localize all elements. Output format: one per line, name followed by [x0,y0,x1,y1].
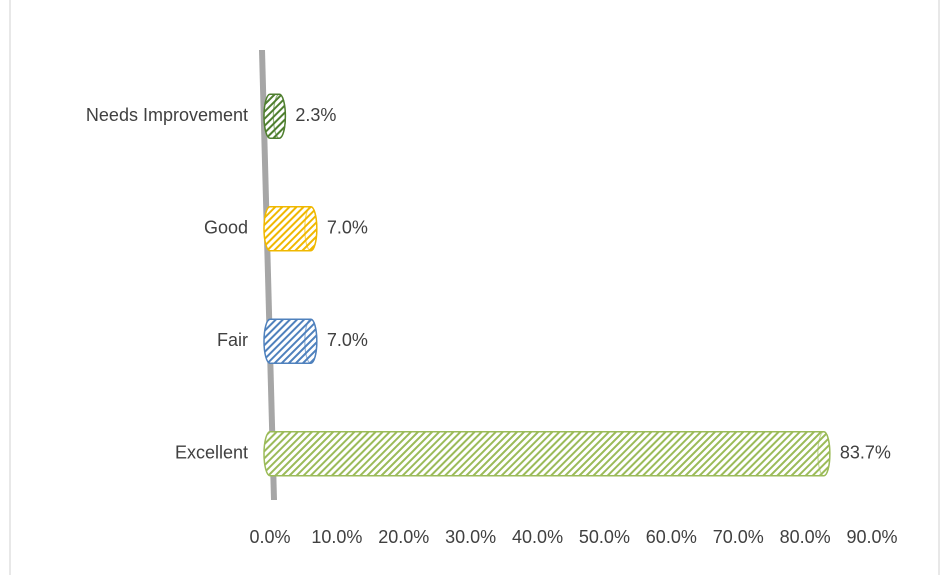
x-tick-label: 40.0% [512,527,563,547]
y-tick-label: Excellent [175,443,248,463]
bar [263,431,831,477]
x-tick-label: 50.0% [579,527,630,547]
bar [263,206,318,252]
x-tick-label: 10.0% [311,527,362,547]
data-label: 7.0% [327,218,368,238]
axis-wall [259,50,277,500]
x-tick-label: 0.0% [249,527,290,547]
bar-cap [304,206,318,252]
y-tick-label: Good [204,218,248,238]
x-tick-label: 30.0% [445,527,496,547]
bar-cap [272,93,286,139]
x-tick-label: 70.0% [713,527,764,547]
data-label: 7.0% [327,330,368,350]
bar-cap [304,318,318,364]
bar [263,318,318,364]
x-tick-label: 80.0% [780,527,831,547]
y-tick-label: Needs Improvement [86,105,248,125]
data-label: 83.7% [840,443,891,463]
y-tick-label: Fair [217,330,248,350]
data-label: 2.3% [295,105,336,125]
chart-border [9,0,940,575]
bar-cap [817,431,831,477]
x-tick-label: 60.0% [646,527,697,547]
x-tick-label: 20.0% [378,527,429,547]
x-tick-label: 90.0% [846,527,897,547]
